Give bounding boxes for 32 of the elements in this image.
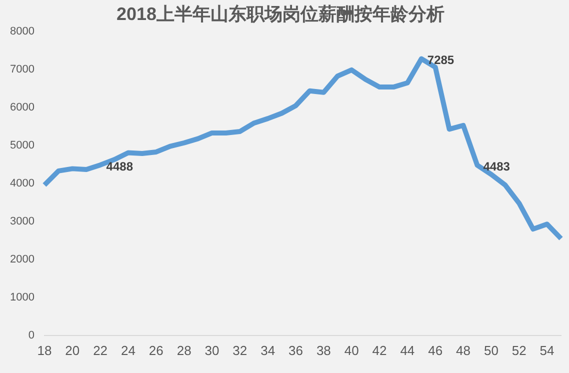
y-tick-label: 2000 [10, 253, 34, 266]
x-tick-label: 44 [400, 342, 415, 358]
data-label: 4488 [106, 159, 134, 174]
x-tick-label: 28 [176, 342, 192, 358]
x-tick-label: 40 [344, 342, 359, 358]
data-label: 4483 [483, 159, 510, 174]
x-tick-label: 52 [512, 342, 526, 358]
y-tick-label: 4000 [10, 178, 34, 190]
x-tick-label: 18 [37, 342, 52, 358]
x-tick-label: 42 [372, 342, 387, 358]
x-tick-label: 22 [93, 342, 108, 358]
x-tick-label: 36 [288, 342, 303, 358]
y-tick-label: 6000 [10, 102, 34, 114]
data-label: 7285 [427, 53, 454, 68]
x-tick-label: 32 [232, 342, 248, 358]
x-tick-label: 48 [456, 342, 471, 358]
y-tick-label: 3000 [10, 216, 34, 228]
y-tick-label: 0 [28, 329, 34, 342]
y-tick-label: 1000 [10, 291, 34, 304]
chart-title: 2018上半年山东职场岗位薪酬按年龄分析 [116, 4, 445, 24]
x-tick-label: 54 [540, 342, 554, 358]
x-tick-label: 24 [121, 342, 136, 358]
x-tick-label: 30 [204, 342, 220, 358]
x-tick-label: 50 [484, 342, 498, 358]
y-tick-label: 5000 [10, 140, 34, 152]
y-tick-label: 8000 [10, 26, 34, 38]
x-tick-label: 26 [148, 342, 164, 358]
x-tick-label: 34 [260, 342, 276, 358]
x-tick-label: 20 [65, 342, 80, 358]
x-tick-label: 46 [428, 342, 443, 358]
x-tick-label: 38 [316, 342, 331, 358]
y-tick-label: 7000 [10, 64, 34, 76]
